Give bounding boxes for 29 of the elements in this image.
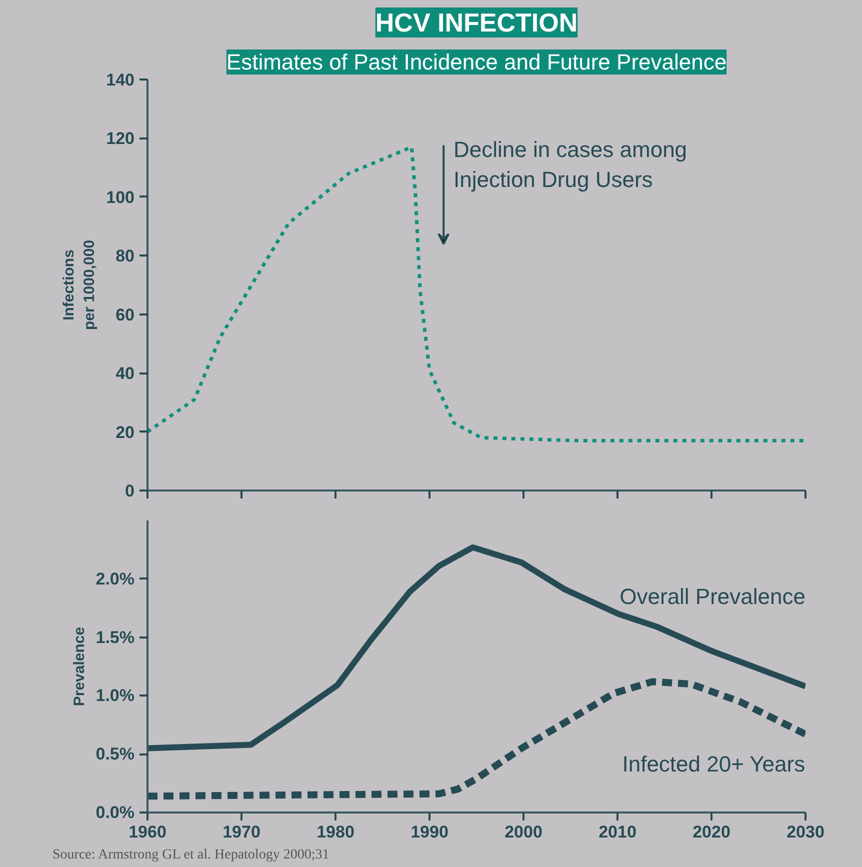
y-tick-label: 140 (106, 70, 135, 90)
y-tick-label: 20 (116, 422, 135, 442)
x-tick-label: 1980 (316, 822, 354, 842)
annotation: Decline in cases among Injection Drug Users (453, 137, 688, 192)
x-tick-label: 1970 (222, 822, 260, 842)
x-tick-label: 2030 (786, 822, 824, 842)
y-tick-label: 0.5% (96, 744, 134, 764)
x-tick-label: 2020 (692, 822, 730, 842)
y-tick-label: 0.0% (96, 803, 134, 822)
series-label: Overall Prevalence (620, 584, 806, 609)
y-tick-label: 1.5% (96, 628, 134, 647)
chart-title: HCV INFECTION (375, 8, 578, 38)
y-tick-label: 40 (116, 364, 135, 384)
x-tick-label: 1960 (128, 822, 166, 842)
x-tick-label: 2010 (598, 822, 636, 842)
x-tick-label: 2000 (504, 822, 542, 842)
y-tick-label: 120 (106, 129, 135, 148)
y-tick-label: 0 (125, 482, 135, 500)
y-tick-label: 80 (116, 246, 135, 266)
y-tick-label: 60 (116, 305, 135, 324)
y-axis-title: Infections per 1000,000 (60, 240, 98, 330)
y-axis-title: Prevalence (70, 626, 88, 706)
x-tick-label: 1990 (410, 822, 448, 842)
chart-subtitle: Estimates of Past Incidence and Future Prevalence (226, 50, 727, 74)
source-note: Source: Armstrong GL et al. Hepatology 2000;31 (52, 848, 330, 862)
y-tick-label: 2.0% (96, 569, 134, 588)
y-tick-label: 100 (106, 188, 135, 207)
y-tick-label: 1.0% (96, 686, 134, 706)
series-label: Infected 20+ Years (622, 752, 806, 777)
